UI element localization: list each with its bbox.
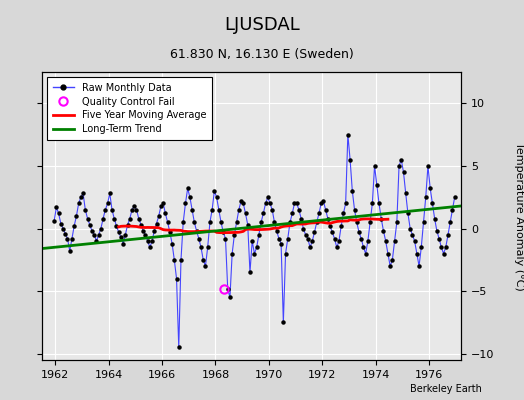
Y-axis label: Temperature Anomaly (°C): Temperature Anomaly (°C) (514, 142, 523, 290)
Text: 61.830 N, 16.130 E (Sweden): 61.830 N, 16.130 E (Sweden) (170, 48, 354, 61)
Text: Berkeley Earth: Berkeley Earth (410, 384, 482, 394)
Text: LJUSDAL: LJUSDAL (224, 16, 300, 34)
Legend: Raw Monthly Data, Quality Control Fail, Five Year Moving Average, Long-Term Tren: Raw Monthly Data, Quality Control Fail, … (47, 77, 212, 140)
